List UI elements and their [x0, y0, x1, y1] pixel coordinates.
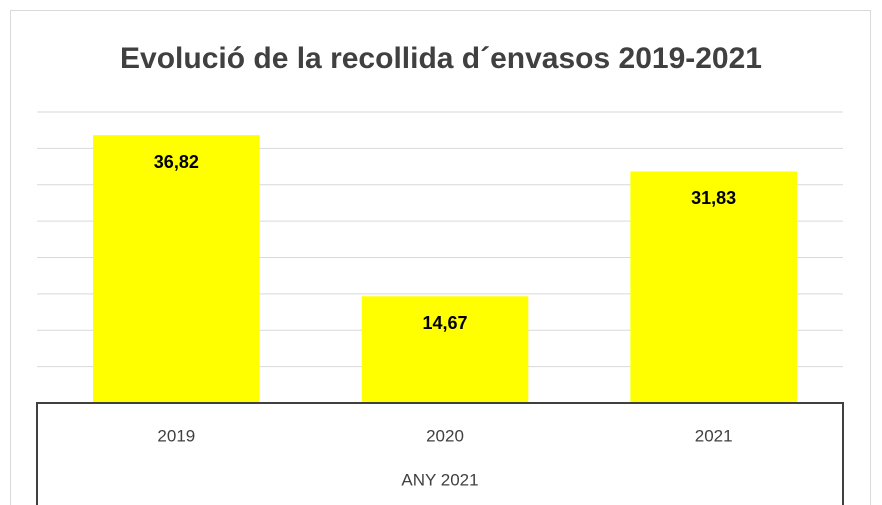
x-tick-label: 2019 [157, 426, 195, 445]
x-tick-label: 2020 [426, 426, 464, 445]
data-label: 31,83 [691, 188, 736, 208]
bar [361, 296, 529, 403]
x-axis-label: ANY 2021 [401, 470, 478, 489]
chart-title: Evolució de la recollida d´envasos 2019-… [120, 42, 762, 75]
data-label: 14,67 [422, 313, 467, 333]
x-tick-label: 2021 [695, 426, 733, 445]
data-label: 36,82 [154, 152, 199, 172]
bar [93, 135, 260, 403]
bar [630, 171, 797, 403]
